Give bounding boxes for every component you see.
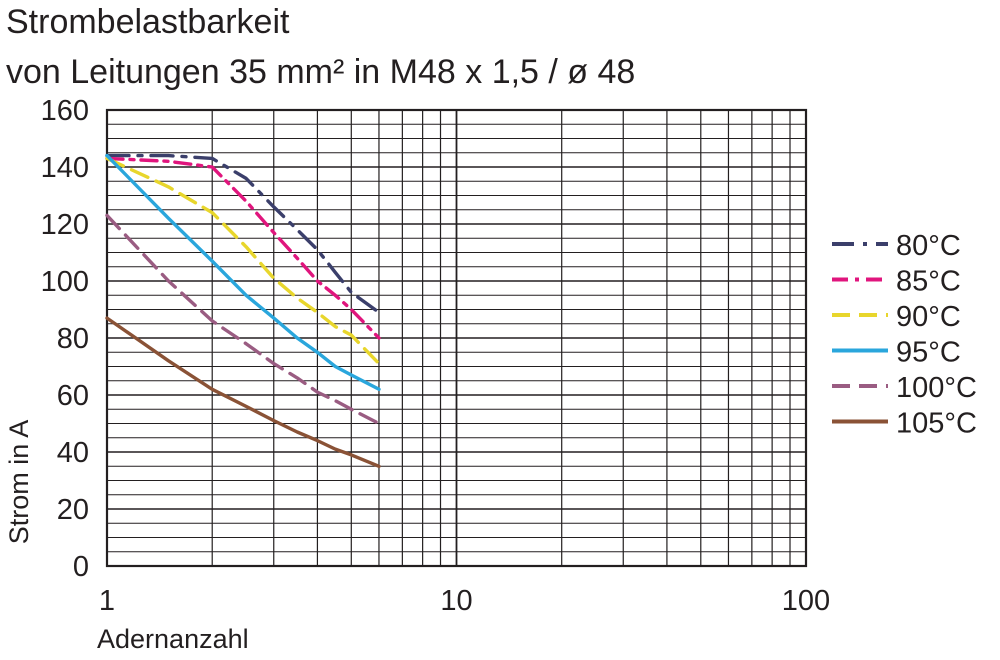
- y-tick-label: 160: [41, 95, 89, 127]
- legend-label-0: 80°C: [896, 230, 961, 262]
- series-line-3: [105, 153, 381, 391]
- y-tick-label: 0: [73, 551, 89, 583]
- grid-lines: [107, 110, 806, 566]
- y-tick-label: 60: [57, 380, 89, 412]
- x-tick-label: 100: [782, 585, 830, 617]
- legend-label-3: 95°C: [896, 337, 961, 369]
- x-tick-label: 1: [99, 585, 115, 617]
- series-lines: [105, 153, 381, 468]
- x-tick-label: 10: [440, 585, 472, 617]
- series-line-1: [105, 156, 381, 340]
- series-line-4: [105, 213, 381, 426]
- chart-subtitle: von Leitungen 35 mm² in M48 x 1,5 / ø 48: [6, 53, 636, 91]
- y-axis-title: Strom in A: [4, 420, 34, 545]
- legend-label-2: 90°C: [896, 301, 961, 333]
- legend-label-1: 85°C: [896, 266, 961, 298]
- series-line-5: [105, 316, 381, 468]
- series-line-0: [105, 153, 381, 315]
- y-tick-label: 120: [41, 209, 89, 241]
- y-axis: 0 20 40 60 80 100 120 140 160: [41, 95, 89, 583]
- x-axis: 1 10 100: [99, 585, 830, 617]
- y-tick-label: 40: [57, 437, 89, 469]
- y-tick-label: 100: [41, 266, 89, 298]
- y-tick-label: 20: [57, 494, 89, 526]
- series-line-2: [105, 156, 381, 366]
- y-tick-label: 80: [57, 323, 89, 355]
- x-axis-title: Adernanzahl: [97, 624, 249, 654]
- legend-label-4: 100°C: [896, 372, 977, 404]
- legend-label-5: 105°C: [896, 408, 977, 440]
- y-tick-label: 140: [41, 152, 89, 184]
- chart-title: Strombelastbarkeit: [6, 3, 290, 41]
